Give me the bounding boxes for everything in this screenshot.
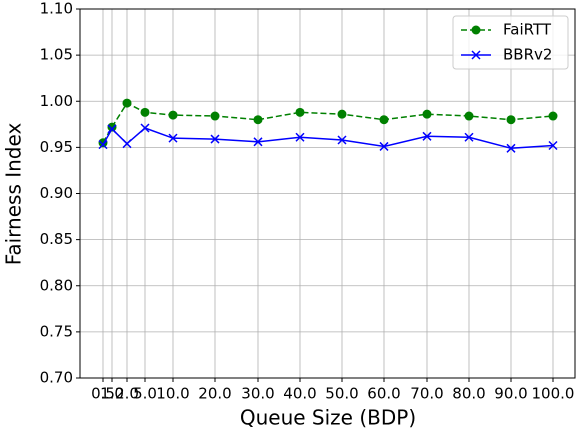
point <box>379 141 389 151</box>
x-tick-label: 50.0 <box>325 385 358 403</box>
x-axis-label: Queue Size (BDP) <box>240 406 416 430</box>
x-tick-label: 0.5 <box>91 385 115 403</box>
x-tick-label: 80.0 <box>452 385 485 403</box>
point <box>253 115 263 125</box>
y-tick-label: 0.95 <box>40 138 73 156</box>
point <box>422 131 432 141</box>
point <box>295 107 305 117</box>
point <box>506 143 516 153</box>
x-tick-label: 90.0 <box>494 385 527 403</box>
series-line <box>102 127 554 150</box>
x-tick-label: 60.0 <box>367 385 400 403</box>
x-tick-label: 70.0 <box>410 385 443 403</box>
y-tick-label: 0.90 <box>40 184 73 202</box>
x-tick-label: 30.0 <box>241 385 274 403</box>
point <box>122 98 132 108</box>
x-tick-label: 5.0 <box>133 385 157 403</box>
y-axis-label: Fairness Index <box>2 123 26 266</box>
point <box>464 132 474 142</box>
point <box>168 110 178 120</box>
point <box>379 115 389 125</box>
point <box>548 111 558 121</box>
point <box>337 135 347 145</box>
point <box>107 122 117 132</box>
point <box>107 124 117 134</box>
legend-label: BBRv2 <box>503 46 552 64</box>
x-tick-label: 10.0 <box>156 385 189 403</box>
x-tick-label: 2.0 <box>115 385 139 403</box>
point <box>422 109 432 119</box>
plot-frame <box>79 8 576 379</box>
point <box>464 111 474 121</box>
point <box>210 111 220 121</box>
point <box>337 109 347 119</box>
legend-label: FaiRTT <box>503 21 552 39</box>
x-tick-label: 40.0 <box>283 385 316 403</box>
point <box>140 107 150 117</box>
y-tick-label: 0.85 <box>40 230 73 248</box>
point <box>548 140 558 151</box>
legend-marker <box>471 25 481 35</box>
point <box>122 139 132 149</box>
x-tick-label: 20.0 <box>198 385 231 403</box>
y-tick-label: 1.05 <box>40 46 73 64</box>
legend-marker <box>471 50 481 60</box>
point <box>506 115 516 125</box>
point <box>140 123 150 133</box>
point <box>295 132 305 142</box>
y-tick-label: 1.00 <box>40 92 73 110</box>
x-tick-label: 1.0 <box>100 385 124 403</box>
y-tick-label: 0.75 <box>40 322 73 340</box>
point <box>168 133 178 143</box>
point <box>210 134 220 144</box>
point <box>98 140 108 150</box>
y-tick-label: 0.70 <box>40 369 73 387</box>
x-tick-label: 100.0 <box>532 385 575 403</box>
y-tick-label: 1.10 <box>40 0 73 18</box>
y-tick-label: 0.80 <box>40 276 73 294</box>
point <box>253 137 263 147</box>
